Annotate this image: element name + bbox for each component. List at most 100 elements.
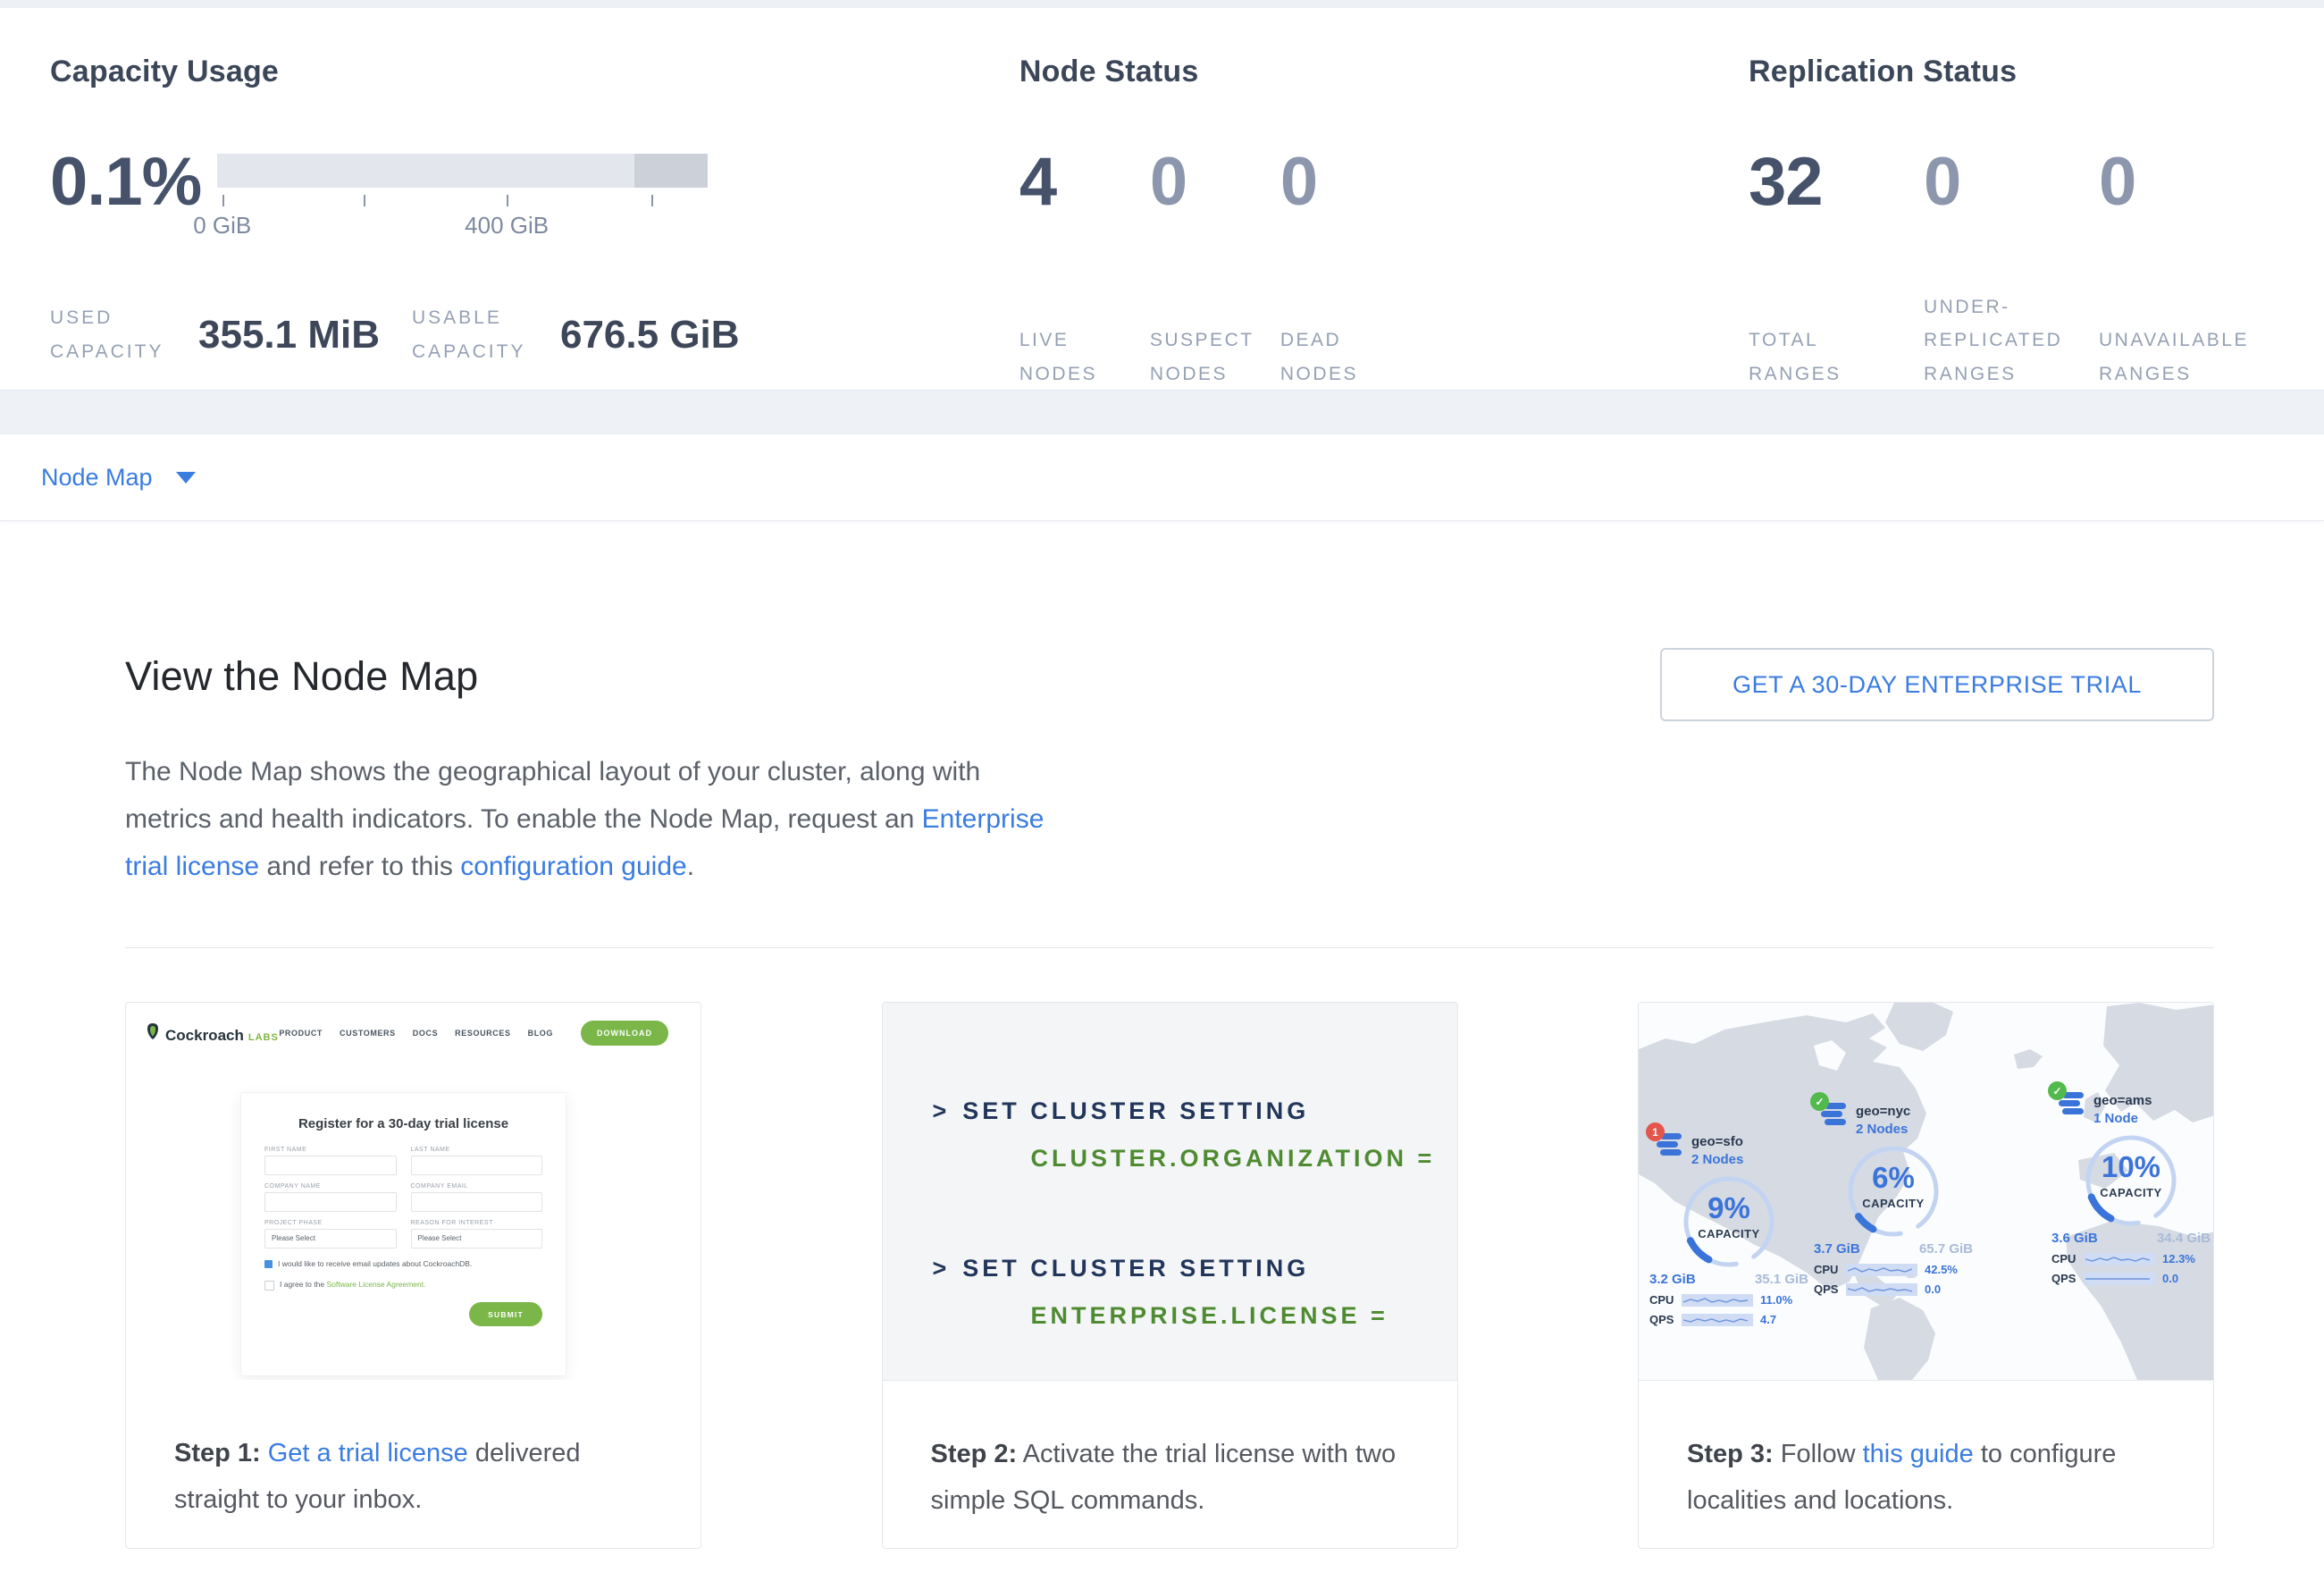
capacity-bar-reserved-segment [633,154,709,188]
live-nodes-value: 4 [1019,144,1057,220]
capacity-percent-value: 0.1% [50,144,202,220]
dead-nodes-value: 0 [1279,144,1318,220]
capacity-caption: CAPACITY [1862,1197,1925,1210]
dead-nodes-label: DEAD NODES [1279,330,1359,385]
qps-sparkline [1682,1313,1753,1326]
company-email-field [410,1192,542,1212]
license-agreement-checkbox [264,1281,274,1291]
cpu-sparkline [1846,1263,1917,1276]
capacity-percent: 6% [1872,1161,1915,1194]
intro-text: The Node Map shows the geographical layo… [125,757,981,834]
axis-label-0gib: 0 GiB [193,212,252,239]
capacity-caption: CAPACITY [1698,1227,1760,1240]
live-nodes-stat: 4 LIVE NODES [1019,148,1150,391]
intro-mid-text: and refer to this [259,852,461,881]
prompt-icon: > [932,1255,951,1282]
intro-paragraph: The Node Map shows the geographical layo… [125,748,1068,890]
company-name-field [264,1192,397,1212]
cockroach-labs-logo: Cockroach LABS [146,1022,279,1045]
cpu-meter: CPU 12.3% [2051,1252,2195,1265]
under-replicated-ranges-value: 0 [1924,144,1961,220]
capacity-axis-labels: 0 GiB 400 GiB [193,212,708,239]
used-capacity-metric: USED CAPACITY 355.1 MiB [50,301,380,369]
step2-caption: Step 2: Activate the trial license with … [930,1440,1397,1515]
enterprise-trial-button[interactable]: GET A 30-DAY ENTERPRISE TRIAL [1660,648,2214,721]
node-status-panel: Node Status 4 LIVE NODES 0 SUSPECT NODES… [1019,8,1749,390]
chevron-down-icon[interactable] [175,471,196,483]
mini-site-nav: PRODUCT CUSTOMERS DOCS RESOURCES BLOG DO… [279,1021,668,1046]
view-selector-bar: Node Map [0,433,2324,521]
database-stack-icon [2059,1092,2084,1114]
total-ranges-label: TOTAL RANGES [1749,330,1842,385]
reason-label: REASON FOR INTEREST [410,1220,493,1226]
last-name-label: LAST NAME [410,1147,450,1153]
sql-command-1: > SET CLUSTER SETTING [932,1097,1310,1124]
node-map-dropdown[interactable]: Node Map [41,463,153,491]
this-guide-link[interactable]: this guide [1862,1440,1974,1468]
configuration-guide-link[interactable]: configuration guide [460,852,687,881]
cpu-meter: CPU 42.5% [1814,1263,1958,1276]
cockroach-icon [147,1022,158,1039]
world-map-image [1639,1003,2213,1380]
cpu-sparkline [1682,1293,1753,1307]
capacity-gauge: 9% CAPACITY [1679,1172,1779,1272]
company-email-label: COMPANY EMAIL [410,1183,468,1190]
dead-nodes-stat: 0 DEAD NODES [1280,148,1411,391]
node-map-preview: 1 geo=sfo 2 Nodes [1639,1003,2213,1381]
locality-name: geo=ams [2093,1093,2152,1108]
first-name-label: FIRST NAME [264,1147,307,1153]
map-cluster-sfo: 1 geo=sfo 2 Nodes [1646,1122,1808,1326]
top-strip [0,0,2324,8]
total-gib: 34.4 GiB [2156,1231,2211,1246]
locality-node-count: 2 Nodes [1856,1121,1909,1137]
last-name-field [410,1156,542,1175]
locality-name: geo=nyc [1856,1104,1911,1119]
qps-meter: QPS 0.0 [1814,1282,1942,1296]
map-cluster-nyc: ✓ geo=nyc 2 Nodes [1810,1092,1973,1296]
capacity-caption: CAPACITY [2100,1186,2162,1199]
mini-nav-product: PRODUCT [279,1029,323,1038]
node-status-title: Node Status [1019,55,1199,88]
capacity-gauge: 10% CAPACITY [2081,1131,2181,1231]
sql-command-1-arg: CLUSTER.ORGANIZATION = [1030,1145,1436,1172]
total-gib: 65.7 GiB [1918,1241,1973,1257]
step2-card: > SET CLUSTER SETTING CLUSTER.ORGANIZATIO… [881,1002,1458,1549]
capacity-percent: 9% [1707,1191,1750,1224]
registration-screenshot: Cockroach LABS PRODUCT CUSTOMERS DOCS RE… [126,1003,701,1380]
mini-submit-button: SUBMIT [469,1302,542,1327]
sql-command-2: > SET CLUSTER SETTING [932,1255,1310,1282]
cpu-value: 42.5% [1925,1263,1958,1276]
mini-form-title: Register for a 30-day trial license [298,1116,509,1131]
get-trial-license-link[interactable]: Get a trial license [267,1439,468,1467]
database-stack-icon [1821,1103,1846,1125]
email-updates-label: I would like to receive email updates ab… [278,1259,473,1268]
capacity-axis-ticks [217,195,708,207]
qps-sparkline [1846,1282,1917,1296]
live-nodes-label: LIVE NODES [1019,330,1098,385]
mini-nav-customers: CUSTOMERS [340,1029,396,1038]
map-cluster-ams: ✓ geo=ams 1 Node [2048,1081,2211,1285]
step1-prefix: Step 1: [174,1439,261,1467]
cpu-meter: CPU 11.0% [1649,1293,1793,1307]
project-phase-label: PROJECT PHASE [264,1220,323,1226]
software-license-agreement-link: Software License Agreement. [326,1280,426,1290]
step1-card: Cockroach LABS PRODUCT CUSTOMERS DOCS RE… [125,1002,701,1549]
project-phase-select: Please Select [264,1229,397,1248]
qps-value: 0.0 [2162,1272,2179,1285]
replication-status-panel: Replication Status 32 TOTAL RANGES 0 UND… [1749,8,2274,390]
enterprise-trial-license-link[interactable]: Enterprise trial license [125,804,1045,881]
usable-capacity-metric: USABLE CAPACITY 676.5 GiB [412,301,740,369]
suspect-nodes-value: 0 [1149,144,1187,220]
node-map-placeholder-section: View the Node Map GET A 30-DAY ENTERPRIS… [0,648,2324,1549]
mini-nav-docs: DOCS [412,1029,439,1038]
database-stack-icon [1657,1133,1682,1156]
reason-select: Please Select [410,1229,542,1248]
license-agreement-label: I agree to the Software License Agreemen… [280,1280,426,1290]
sql-command-2-arg: ENTERPRISE.LICENSE = [1030,1302,1389,1329]
capacity-gauge: 6% CAPACITY [1843,1141,1943,1241]
capacity-bar: 0 GiB 400 GiB [193,154,709,239]
trial-license-form: Register for a 30-day trial license FIRS… [240,1092,566,1376]
total-ranges-value: 32 [1749,144,1824,220]
email-updates-checkbox [264,1260,273,1268]
